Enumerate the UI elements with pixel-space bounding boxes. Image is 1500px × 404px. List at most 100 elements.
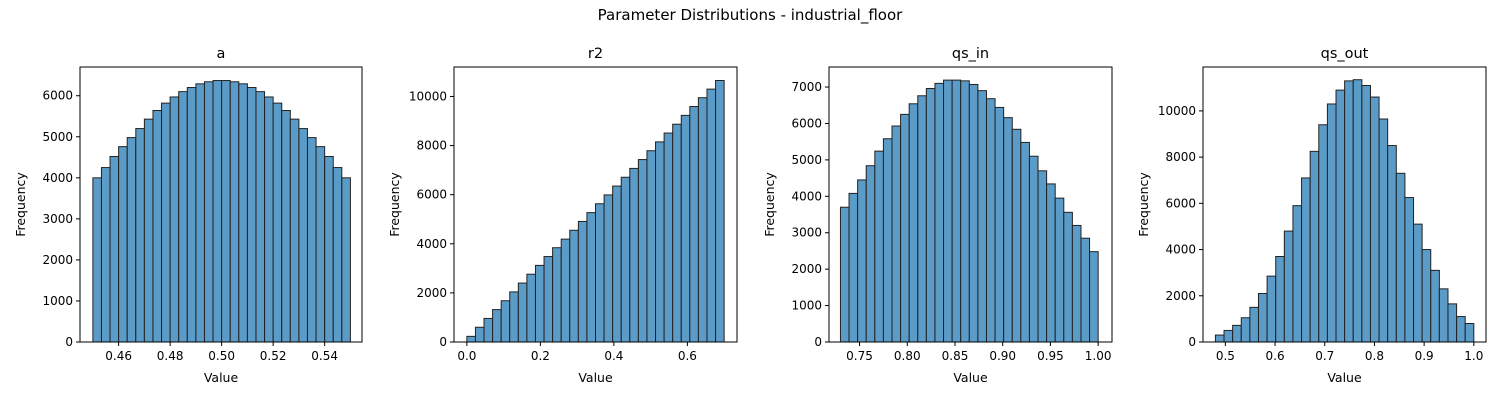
x-tick-label: 0.6 [678,349,697,363]
y-tick-label: 8000 [416,139,447,153]
histogram-bar [1214,334,1225,343]
y-tick-label: 1000 [791,299,822,313]
x-axis-label: Value [953,370,988,385]
x-tick-label: 0.4 [604,349,623,363]
histogram-bar [483,317,494,343]
histogram-bar [255,91,266,343]
histogram-bar [908,103,919,343]
histogram-bar [1344,80,1354,343]
histogram-bar [697,97,708,343]
histogram-bar [543,256,554,343]
x-tick-label: 0.7 [1315,349,1334,363]
histogram-bar [1395,172,1406,343]
histogram-bar [925,87,936,343]
y-tick-label: 4000 [1165,243,1196,257]
histogram-bar [1020,141,1030,343]
y-tick-label: 3000 [791,226,822,240]
axes-frame [453,66,738,343]
x-tick-label: 0.8 [1365,349,1384,363]
histogram-bar [246,87,257,343]
x-tick-label: 1.0 [1464,349,1483,363]
histogram-bar [1326,103,1337,343]
histogram-bar [315,146,326,343]
histogram-bar [1011,128,1022,343]
histogram-bar [839,206,850,343]
histogram-bar [900,113,910,343]
histogram-bar [680,114,691,343]
y-tick-label: 0 [814,335,822,349]
y-tick-label: 4000 [42,171,73,185]
figure-suptitle: Parameter Distributions - industrial_flo… [598,6,903,25]
histogram-bar [1309,150,1320,343]
histogram-bar [552,247,562,343]
histogram-bar [586,212,596,343]
x-tick-label: 0.80 [894,349,921,363]
histogram-bar [1369,96,1380,343]
y-axis-label: Frequency [387,172,402,237]
y-tick-label: 2000 [416,286,447,300]
histogram-bar [229,81,240,343]
x-tick-label: 0.9 [1415,349,1434,363]
histogram-bar [332,167,343,343]
y-tick-label: 8000 [1165,150,1196,164]
x-axis-label: Value [578,370,613,385]
y-axis-label: Frequency [13,172,28,237]
histogram-bar [212,80,223,343]
y-tick-label: 10000 [409,89,447,103]
x-tick-label: 0.50 [208,349,235,363]
x-tick-label: 0.75 [846,349,873,363]
y-axis-label: Frequency [762,172,777,237]
histogram-bar [281,110,291,343]
subplot-title: a [217,46,226,62]
histogram-bar [603,194,614,343]
y-tick-label: 6000 [791,116,822,130]
y-tick-label: 0 [439,335,447,349]
histogram-bar [109,155,120,343]
histogram-bar [1413,223,1423,343]
histogram-bar [951,79,962,343]
subplot-qs_out: 0.5 0.6 0.7 0.8 0.9 1.0 0 2000 4000 6000 8000 10000… [1136,46,1487,385]
x-axis-label: Value [204,370,239,385]
histogram-bar [1257,292,1268,343]
subplot-title: qs_in [952,46,989,62]
histogram-bar [848,192,859,343]
histogram-bar [943,79,953,343]
histogram-bar [1240,317,1251,343]
histogram-bar [152,110,163,343]
histogram-bar [1071,224,1082,343]
histogram-bar [646,150,657,343]
histogram-bar [126,137,137,343]
histogram-bar [672,123,682,343]
histogram-bar [1318,124,1328,343]
histogram-bar [1223,329,1234,343]
histogram-bar [595,203,605,343]
y-tick-label: 2000 [42,253,73,267]
histogram-bar [492,309,502,343]
y-tick-label: 6000 [42,89,73,103]
x-tick-label: 0.5 [1216,349,1235,363]
histogram-bar [715,80,725,343]
y-tick-label: 5000 [42,130,73,144]
histogram-bar [500,300,511,343]
histogram-bar [1301,177,1311,343]
histogram-bar [100,167,111,343]
subplot-qs_in: 0.75 0.80 0.85 0.90 0.95 1.00 0 1000 2000 3000 400… [762,46,1113,385]
histogram-bar [466,335,476,343]
x-tick-label: 0.6 [1266,349,1285,363]
y-tick-label: 2000 [1165,289,1196,303]
y-tick-label: 3000 [42,212,73,226]
histogram-bar [178,91,188,343]
histogram-bar [1283,230,1294,343]
histogram-bar [1361,84,1371,343]
histogram-bar [569,229,579,343]
histogram-bar [92,177,102,343]
histogram-bar [1438,288,1449,343]
x-tick-label: 0.95 [1037,349,1064,363]
subplot-title: r2 [588,46,603,62]
histogram-bar [1464,323,1475,343]
histogram-bar [968,83,979,343]
histogram-bar [324,155,334,343]
subplot-title: qs_out [1321,46,1369,62]
